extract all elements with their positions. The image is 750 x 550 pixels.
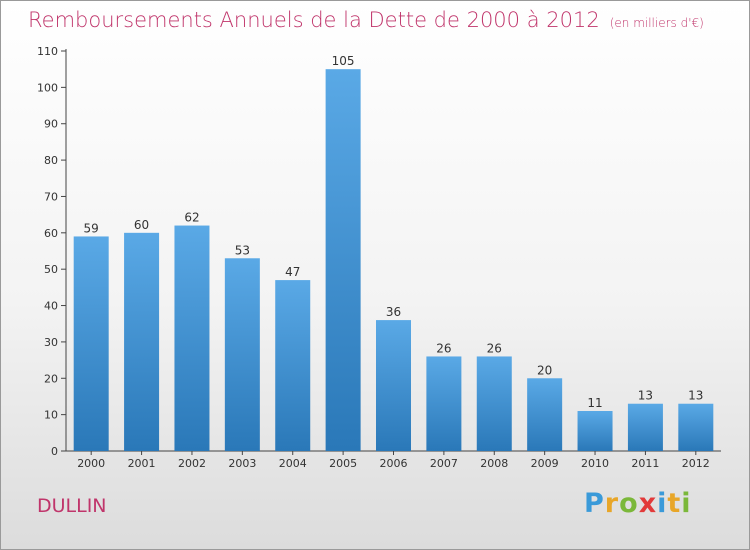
x-tick-label: 2000 [77, 457, 105, 470]
x-tick-label: 2012 [682, 457, 710, 470]
bar-value-label: 47 [285, 265, 300, 279]
y-tick-label: 70 [44, 190, 58, 203]
bar-value-label: 60 [134, 218, 149, 232]
y-tick-label: 60 [44, 227, 58, 240]
y-tick-label: 20 [44, 372, 58, 385]
y-tick-label: 0 [51, 445, 58, 458]
bar-value-label: 26 [487, 341, 502, 355]
y-tick-label: 90 [44, 118, 58, 131]
x-tick-label: 2008 [480, 457, 508, 470]
logo-letter: x [638, 488, 658, 519]
x-tick-label: 2006 [380, 457, 408, 470]
y-tick-label: 30 [44, 336, 58, 349]
proxiti-logo: Proxiti [584, 488, 692, 519]
x-tick-label: 2004 [279, 457, 307, 470]
bar [124, 232, 160, 451]
x-tick-label: 2002 [178, 457, 206, 470]
bar-value-label: 105 [332, 54, 355, 68]
chart-bars: 59 60 62 53 47 105 36 26 26 20 11 13 13 [73, 54, 714, 451]
bar [224, 258, 260, 451]
bar [73, 236, 109, 451]
bar-value-label: 11 [587, 396, 602, 410]
bar-value-label: 36 [386, 305, 401, 319]
bar [627, 403, 663, 451]
x-tick-label: 2011 [631, 457, 659, 470]
bar [476, 356, 512, 451]
y-tick-label: 10 [44, 409, 58, 422]
y-tick-label: 40 [44, 300, 58, 313]
logo-letter: t [667, 488, 682, 519]
logo-letter: P [584, 488, 605, 519]
bar [325, 69, 361, 451]
bar [376, 320, 411, 451]
chart-unit: (en milliers d'€) [609, 16, 704, 30]
x-tick-label: 2005 [329, 457, 357, 470]
bar-value-label: 20 [537, 363, 552, 377]
y-tick-label: 80 [44, 154, 58, 167]
chart-title: Remboursements Annuels de la Dette de 20… [28, 8, 704, 32]
bar [577, 411, 613, 451]
bar-value-label: 62 [184, 211, 199, 225]
place-name: DULLIN [37, 495, 107, 517]
bar [527, 378, 563, 451]
x-tick-label: 2003 [228, 457, 256, 470]
bar-value-label: 53 [235, 243, 250, 257]
bar [174, 225, 210, 451]
x-tick-label: 2010 [581, 457, 609, 470]
logo-letter: r [604, 488, 620, 519]
chart-title-text: Remboursements Annuels de la Dette de 20… [28, 8, 600, 32]
logo-letter: o [619, 488, 639, 519]
logo-letter: i [657, 488, 668, 519]
bar-value-label: 26 [436, 341, 451, 355]
y-tick-label: 50 [44, 263, 58, 276]
bar-value-label: 59 [84, 221, 99, 235]
bar-value-label: 13 [688, 389, 703, 403]
bar [275, 280, 311, 451]
bar [426, 356, 462, 451]
logo-letter: i [681, 488, 692, 519]
y-tick-label: 110 [37, 45, 58, 58]
x-tick-label: 2007 [430, 457, 458, 470]
y-tick-label: 100 [37, 81, 58, 94]
chart-axes: 0 10 20 30 40 50 60 70 80 90 100 110 2000 2001 2002 200… [37, 45, 721, 470]
x-tick-label: 2009 [531, 457, 559, 470]
bar-value-label: 13 [638, 389, 653, 403]
x-tick-label: 2001 [128, 457, 156, 470]
bar [678, 403, 714, 451]
